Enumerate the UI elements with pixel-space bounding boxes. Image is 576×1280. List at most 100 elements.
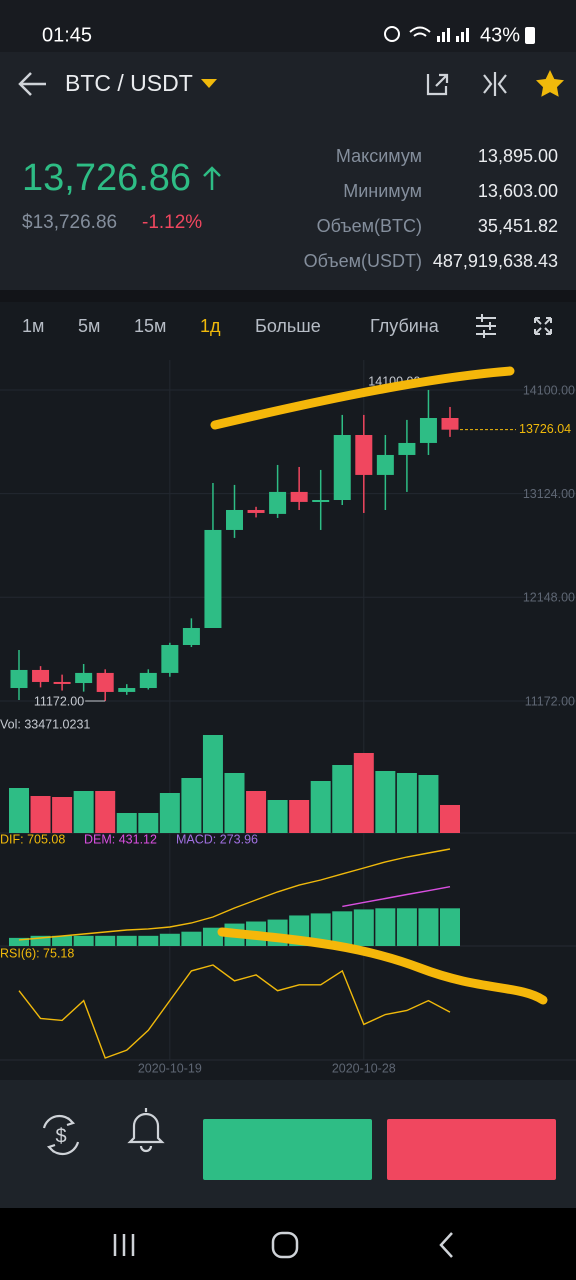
candle-body <box>355 434 373 475</box>
candle-body <box>333 434 351 501</box>
volume-bar <box>202 735 223 833</box>
candle-body <box>75 672 93 684</box>
candle-body <box>10 669 28 689</box>
macd-bar <box>116 935 137 946</box>
candle-body <box>269 491 287 514</box>
x-tick-label: 2020-10-19 <box>138 1061 202 1075</box>
fullscreen-button[interactable] <box>534 317 552 335</box>
interval-tab[interactable]: 1м <box>22 316 44 336</box>
macd-bar <box>95 935 116 946</box>
nav-back[interactable] <box>439 1232 453 1258</box>
compare-button[interactable] <box>483 72 507 96</box>
macd-bar <box>138 935 159 946</box>
macd-bar <box>159 933 180 946</box>
volume-bar <box>310 781 331 833</box>
interval-tab[interactable]: 15м <box>134 316 166 336</box>
volume-bar <box>138 813 159 833</box>
favorite-button[interactable] <box>536 70 564 97</box>
candle-body <box>161 644 179 673</box>
macd-bar <box>440 908 460 946</box>
volume-bar <box>181 778 202 833</box>
rsi-label: RSI(6): 75.18 <box>0 946 74 960</box>
y-tick-label: 12148.00 <box>523 591 575 605</box>
volume-bar <box>396 773 417 833</box>
interval-tab[interactable]: Глубина <box>370 316 440 336</box>
stat-label: Объем(BTC) <box>317 216 422 236</box>
candle-body <box>398 442 416 455</box>
settings-button[interactable] <box>476 314 496 338</box>
stat-value: 13,895.00 <box>478 146 558 166</box>
macd-bar <box>353 909 374 946</box>
macd-bar <box>30 935 51 946</box>
x-tick-label: 2020-10-28 <box>332 1061 396 1075</box>
dem-line <box>342 886 451 908</box>
candle-body <box>204 529 222 629</box>
candle-body <box>419 417 437 443</box>
volume-bar <box>224 773 245 833</box>
price-up-arrow <box>203 166 221 190</box>
status-time: 01:45 <box>42 24 92 46</box>
battery-level: 43% <box>480 24 520 46</box>
stat-value: 13,603.00 <box>478 181 558 201</box>
last-price: 13,726.86 <box>22 157 191 199</box>
macd-bar <box>332 911 353 946</box>
alert-icon[interactable] <box>127 1108 165 1153</box>
highlight-scribble <box>217 927 548 1005</box>
dif-line <box>18 848 451 941</box>
candle-body <box>182 628 200 645</box>
candle-body <box>226 509 243 530</box>
volume-bar <box>375 771 396 833</box>
dif-label: DIF: 705.08 <box>0 832 65 846</box>
volume-bar <box>73 791 94 833</box>
volume-bar <box>95 791 116 833</box>
sell-button[interactable] <box>387 1119 556 1180</box>
pair-title[interactable]: BTC / USDT <box>65 70 193 96</box>
candle-body <box>290 491 308 502</box>
back-button[interactable] <box>18 72 46 96</box>
candle-body <box>118 688 136 692</box>
volume-bar <box>159 793 180 833</box>
nav-recent[interactable] <box>113 1234 135 1256</box>
stat-label: Объем(USDT) <box>304 251 422 271</box>
stats: Максимум 13,895.00 Минимум 13,603.00 Объем(B… <box>304 146 558 271</box>
dem-label: DEM: 431.12 <box>84 832 157 846</box>
price-usd: $13,726.86 <box>22 212 117 233</box>
macd-bar <box>73 935 94 946</box>
interval-tabs: 1м 5м 15м 1д Больше Глубина <box>22 316 440 336</box>
stat-label: Максимум <box>336 146 422 166</box>
macd-bar <box>181 931 202 946</box>
last-price-label: 13726.04 <box>519 422 571 436</box>
buy-button[interactable] <box>203 1119 372 1180</box>
volume-bar <box>353 753 374 833</box>
volume-bar <box>418 775 439 833</box>
status-icons <box>384 26 535 44</box>
candle-body <box>441 417 459 430</box>
vol-label: Vol: 33471.0231 <box>0 717 90 731</box>
macd-bar <box>52 935 73 946</box>
rsi-line <box>18 964 451 1059</box>
currency-icon-glyph: $ <box>55 1125 66 1147</box>
interval-tab[interactable]: Больше <box>255 316 321 336</box>
stat-label: Минимум <box>343 181 422 201</box>
candle-body <box>312 500 330 503</box>
stat-value: 35,451.82 <box>478 216 558 236</box>
pair-dropdown[interactable] <box>201 79 217 88</box>
interval-tab[interactable]: 5м <box>78 316 100 336</box>
macd-bar <box>396 908 417 946</box>
macd-bar <box>375 908 396 946</box>
y-tick-label: 11172.00 <box>525 694 575 708</box>
candle-body <box>139 672 157 689</box>
candle-body <box>53 681 71 684</box>
currency-icon[interactable] <box>42 1114 80 1156</box>
volume-bar <box>116 813 137 833</box>
interval-tab[interactable]: 1д <box>200 316 221 336</box>
highlight-scribble <box>210 366 515 430</box>
volume-bar <box>289 800 310 833</box>
macd-bar <box>418 908 439 946</box>
stat-value: 487,919,638.43 <box>433 251 558 271</box>
nav-home[interactable] <box>271 1231 299 1259</box>
volume-bar <box>246 791 267 833</box>
candle-body <box>32 669 50 682</box>
share-button[interactable] <box>426 73 449 96</box>
